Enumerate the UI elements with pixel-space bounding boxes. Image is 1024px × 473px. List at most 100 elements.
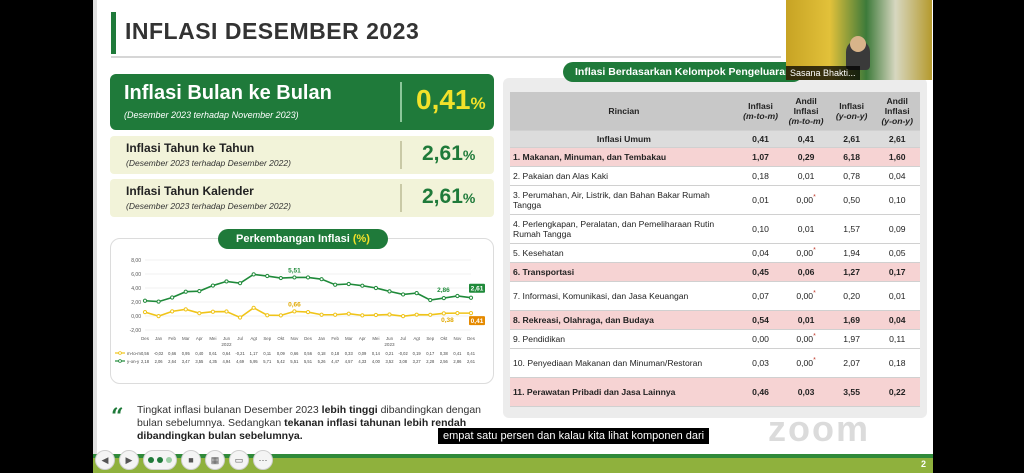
footer-stripe-dark: [93, 454, 933, 458]
mom-value: 0,41%: [416, 84, 486, 116]
annotation-yoy-nov: 2,86: [437, 287, 450, 294]
table-row: 8. Rekreasi, Olahraga, dan Budaya 0,54 0,0…: [510, 310, 920, 330]
slide-dots[interactable]: [143, 450, 177, 470]
yoy-subtitle: (Desember 2023 terhadap Desember 2022): [126, 158, 291, 168]
data-value-label: 2,28: [426, 359, 435, 364]
row-v3: 3,55: [828, 377, 875, 407]
data-point: [210, 309, 216, 314]
yoy-inflation-card: Inflasi Tahun ke Tahun (Desember 2023 te…: [110, 136, 494, 174]
data-value-label: 4,57: [345, 359, 354, 364]
row-name: 4. Perlengkapan, Peralatan, dan Pemeliha…: [510, 214, 738, 244]
row-name: 1. Makanan, Minuman, dan Tembakau: [510, 147, 738, 167]
ytd-value-unit: %: [462, 190, 476, 206]
data-value-label: 0,19: [413, 351, 422, 356]
x-tick-label: Jan: [318, 336, 326, 341]
summary-quote: Tingkat inflasi bulanan Desember 2023 le…: [137, 404, 497, 443]
data-value-label: 5,26: [318, 359, 327, 364]
header-yoy-inflation-label: Inflasi: [839, 100, 865, 111]
footnote-star: *: [813, 333, 816, 341]
footnote-star: *: [813, 194, 816, 202]
data-value-label: 2,86: [453, 359, 462, 364]
participant-name: Sasana Bhakti...: [786, 66, 860, 80]
data-value-label: 1,17: [250, 351, 259, 356]
data-point: [428, 312, 433, 317]
ytd-inflation-card: Inflasi Tahun Kalender (Desember 2023 te…: [110, 179, 494, 217]
x-tick-label: Feb: [168, 336, 176, 341]
data-point: [305, 309, 311, 315]
general-name: Inflasi Umum: [510, 130, 738, 148]
general-v1: 0,41: [737, 130, 784, 148]
data-point: [333, 282, 338, 287]
data-point: [265, 273, 270, 279]
quote-part-1: Tingkat inflasi bulanan Desember 2023: [137, 404, 319, 416]
data-value-label: 0,09: [358, 351, 367, 356]
data-point: [251, 272, 256, 277]
data-value-label: -0,02: [398, 351, 408, 356]
x-tick-label: Des: [467, 336, 476, 341]
data-value-label: 0,41: [467, 351, 476, 356]
data-point: [197, 311, 202, 316]
row-v2: 0,01: [783, 310, 829, 330]
header-mom-inflation-label: Inflasi: [748, 100, 773, 111]
yoy-label: Inflasi Tahun ke Tahun: [126, 141, 255, 155]
legend-y-on-y: y-on-y: [127, 359, 140, 364]
data-point: [441, 295, 446, 301]
ytd-value-number: 2,61: [422, 185, 463, 208]
data-value-label: 0,09: [277, 351, 286, 356]
x-tick-label: Mei: [372, 336, 379, 341]
data-point: [142, 298, 148, 303]
more-icon[interactable]: ⋯: [253, 450, 273, 470]
data-point: [346, 281, 351, 287]
row-name: 5. Kesehatan: [510, 243, 738, 263]
play-icon[interactable]: ▶: [119, 450, 139, 470]
table-row: 7. Informasi, Komunikasi, dan Jasa Keuan…: [510, 281, 920, 311]
ytd-subtitle: (Desember 2023 terhadap Desember 2022): [126, 201, 291, 211]
data-value-label: 0,11: [263, 351, 271, 356]
table-row: 3. Perumahan, Air, Listrik, dan Bahan Ba…: [510, 185, 920, 215]
data-value-label: 3,47: [182, 359, 191, 364]
legend-m-to-m: m-to-m: [127, 351, 141, 356]
data-point: [428, 297, 433, 303]
y-tick-label: 4,00: [131, 286, 141, 292]
x-tick-label: Nov: [291, 336, 300, 341]
data-point: [156, 299, 161, 304]
footer-stripe: [93, 458, 933, 473]
header-yoy-contribution: Andil Inflasi (y-on-y): [874, 92, 920, 131]
stop-icon[interactable]: ■: [181, 450, 201, 470]
data-point: [292, 275, 297, 280]
data-value-label: 0,41: [453, 351, 462, 356]
annotation-yoy-last: 2,61: [471, 286, 484, 293]
row-name: 3. Perumahan, Air, Listrik, dan Bahan Ba…: [510, 185, 738, 215]
footnote-star: *: [813, 290, 816, 298]
prev-icon[interactable]: ◀: [95, 450, 115, 470]
data-value-label: 4,94: [223, 359, 232, 364]
row-v3: 1,27: [828, 262, 875, 282]
camera-icon[interactable]: ▭: [229, 450, 249, 470]
header-yoy-inflation: Inflasi (y-on-y): [828, 92, 875, 131]
data-value-label: 0,17: [426, 351, 435, 356]
annotation-yoy-peak: 5,51: [288, 267, 301, 274]
x-tick-label: Feb: [331, 336, 339, 341]
row-v2: 0,00*: [783, 185, 829, 215]
data-value-label: 0,56: [141, 351, 150, 356]
data-value-label: 4,35: [209, 359, 218, 364]
quote-part-2: dibandingkan dengan bulan sebelumnya. Se…: [137, 404, 482, 429]
table-title-pill: Inflasi Berdasarkan Kelompok Pengeluaran: [563, 62, 803, 82]
data-point: [156, 314, 161, 319]
data-point: [468, 311, 474, 316]
table-row: 6. Transportasi 0,45 0,06 1,27 0,17: [510, 262, 920, 282]
data-point: [414, 312, 419, 317]
table-row: 4. Perlengkapan, Peralatan, dan Pemeliha…: [510, 214, 920, 244]
data-value-label: 0,38: [440, 351, 449, 356]
row-name: 11. Perawatan Pribadi dan Jasa Lainnya: [510, 377, 738, 407]
row-v4: 0,04: [874, 166, 920, 186]
row-v3: 1,97: [828, 329, 875, 349]
quote-bold-1: lebih tinggi: [321, 404, 378, 416]
data-value-label: 2,56: [440, 359, 449, 364]
grid-icon[interactable]: ▦: [205, 450, 225, 470]
data-point: [373, 312, 379, 318]
inflation-line-chart: 8,00 6,00 4,00 2,00 0,00 -2,00 5,51 0,66 2,86 0,3…: [115, 258, 485, 364]
data-value-label: 0,33: [345, 351, 354, 356]
y-tick-label: 0,00: [131, 314, 141, 320]
x-tick-label: Jan: [155, 336, 163, 341]
